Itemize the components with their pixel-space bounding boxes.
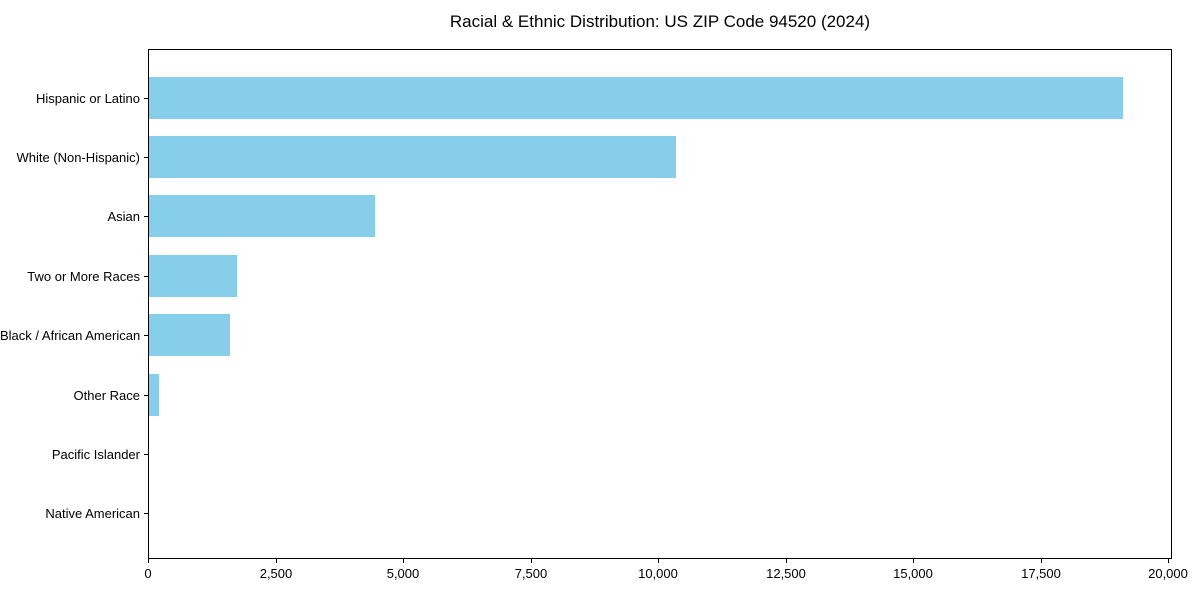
bar-asian: [149, 195, 375, 238]
x-tick-label-20000: 20,000: [1148, 566, 1188, 581]
y-tick-mark: [144, 513, 148, 514]
y-tick-mark: [144, 335, 148, 336]
x-tick-label-12500: 12,500: [766, 566, 806, 581]
y-tick-mark: [144, 276, 148, 277]
y-tick-label-asian: Asian: [107, 209, 140, 225]
x-tick-mark: [148, 559, 149, 563]
bar-hispanic-or-latino: [149, 76, 1123, 119]
plot-area: [148, 49, 1172, 559]
x-tick-mark: [276, 559, 277, 563]
y-tick-label-other-race: Other Race: [73, 387, 140, 403]
bar-white-non-hispanic: [149, 136, 676, 179]
bar-two-or-more-races: [149, 254, 237, 297]
y-tick-label-black-african-american: Black / African American: [0, 328, 141, 344]
x-tick-mark: [531, 559, 532, 563]
x-tick-mark: [658, 559, 659, 563]
y-tick-label-white-non-hispanic: White (Non-Hispanic): [16, 150, 140, 166]
y-tick-mark: [144, 454, 148, 455]
x-tick-mark: [1168, 559, 1169, 563]
x-tick-mark: [403, 559, 404, 563]
y-tick-mark: [144, 216, 148, 217]
x-tick-label-0: 0: [144, 566, 152, 581]
bar-other-race: [149, 373, 159, 416]
y-tick-label-native-american: Native American: [45, 506, 140, 522]
y-tick-label-two-or-more-races: Two or More Races: [27, 268, 140, 284]
x-tick-mark: [1041, 559, 1042, 563]
x-tick-mark: [913, 559, 914, 563]
y-tick-mark: [144, 98, 148, 99]
y-tick-label-hispanic-or-latino: Hispanic or Latino: [35, 90, 140, 106]
y-tick-mark: [144, 395, 148, 396]
x-tick-label-7500: 7,500: [514, 566, 548, 581]
y-tick-label-pacific-islander: Pacific Islander: [51, 446, 140, 462]
x-tick-mark: [786, 559, 787, 563]
chart-title: Racial & Ethnic Distribution: US ZIP Cod…: [449, 12, 871, 31]
y-tick-mark: [144, 157, 148, 158]
x-tick-label-10000: 10,000: [638, 566, 678, 581]
x-tick-label-15000: 15,000: [893, 566, 933, 581]
x-tick-label-17500: 17,500: [1021, 566, 1061, 581]
x-tick-label-5000: 5,000: [386, 566, 420, 581]
bar-black-african-american: [149, 314, 230, 357]
x-tick-label-2500: 2,500: [259, 566, 293, 581]
